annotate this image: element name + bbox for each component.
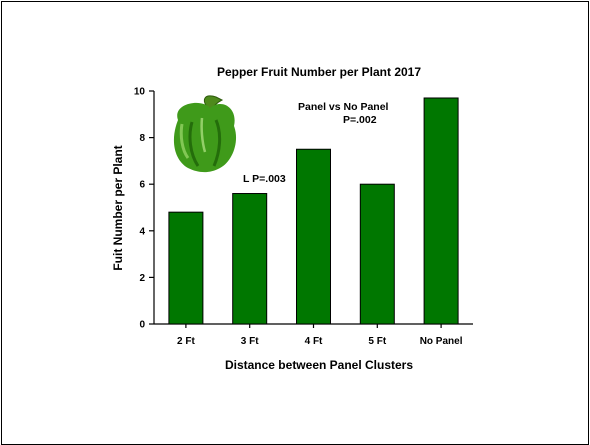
bar-4-ft [296, 148, 331, 325]
x-tick-label: 3 Ft [241, 336, 259, 347]
y-tick-label: 8 [139, 133, 145, 144]
bars [168, 97, 459, 325]
panel-comparison-annotation-line1: Panel vs No Panel [298, 101, 389, 113]
x-tick-label: 4 Ft [305, 336, 323, 347]
green-bell-pepper-icon [173, 95, 237, 173]
y-tick-label: 0 [139, 320, 145, 331]
y-axis-label: Fuit Number per Plant [111, 145, 125, 270]
y-ticks: 0 2 4 6 8 10 [134, 87, 154, 331]
chart-title: Pepper Fruit Number per Plant 2017 [217, 65, 421, 79]
bar-2-ft [168, 211, 204, 325]
x-tick-label: 2 Ft [177, 336, 195, 347]
bar-no-panel [423, 97, 459, 325]
panel-comparison-annotation-line2: P=.002 [343, 114, 377, 126]
x-ticks: 2 Ft 3 Ft 4 Ft 5 Ft No Panel [177, 324, 463, 347]
linear-trend-annotation: L P=.003 [243, 173, 286, 185]
x-tick-label: 5 Ft [368, 336, 386, 347]
y-tick-label: 4 [139, 226, 145, 237]
x-axis-label: Distance between Panel Clusters [225, 358, 413, 372]
y-tick-label: 2 [139, 273, 145, 284]
y-tick-label: 10 [134, 87, 146, 98]
y-tick-label: 6 [139, 180, 145, 191]
bar-3-ft [232, 193, 268, 325]
x-tick-label: No Panel [420, 336, 463, 347]
bar-5-ft [359, 183, 395, 325]
